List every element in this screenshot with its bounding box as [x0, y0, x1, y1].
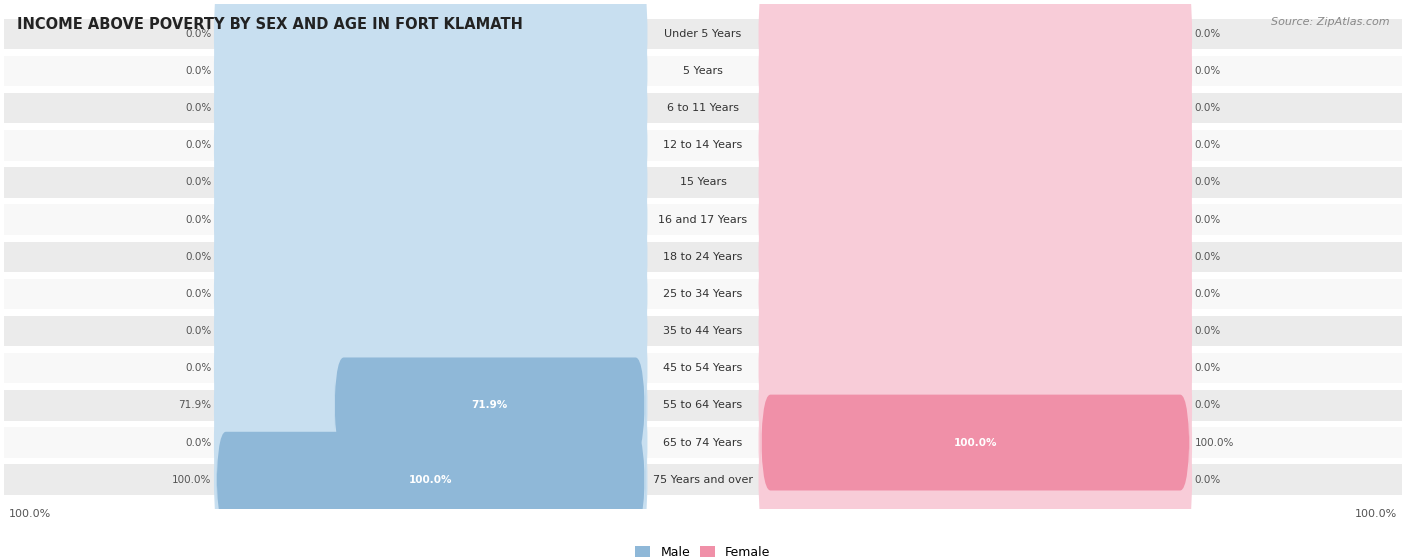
Bar — [4, 130, 1402, 160]
FancyBboxPatch shape — [214, 264, 648, 397]
FancyBboxPatch shape — [758, 190, 1192, 323]
FancyBboxPatch shape — [214, 79, 648, 212]
Text: 55 to 64 Years: 55 to 64 Years — [664, 400, 742, 410]
Text: Under 5 Years: Under 5 Years — [665, 29, 741, 39]
FancyBboxPatch shape — [758, 302, 1192, 435]
Text: 71.9%: 71.9% — [179, 400, 211, 410]
Bar — [4, 353, 1402, 383]
Text: 0.0%: 0.0% — [186, 289, 211, 299]
Text: 18 to 24 Years: 18 to 24 Years — [664, 252, 742, 262]
Text: 12 to 14 Years: 12 to 14 Years — [664, 140, 742, 150]
Text: 0.0%: 0.0% — [1195, 326, 1220, 336]
FancyBboxPatch shape — [758, 264, 1192, 397]
Text: 0.0%: 0.0% — [1195, 363, 1220, 373]
Text: 0.0%: 0.0% — [186, 252, 211, 262]
Text: 100.0%: 100.0% — [953, 438, 997, 448]
Text: 15 Years: 15 Years — [679, 178, 727, 187]
FancyBboxPatch shape — [758, 4, 1192, 138]
FancyBboxPatch shape — [758, 42, 1192, 175]
Bar — [4, 56, 1402, 86]
FancyBboxPatch shape — [214, 376, 648, 509]
Text: 0.0%: 0.0% — [186, 326, 211, 336]
Bar — [4, 427, 1402, 458]
FancyBboxPatch shape — [214, 0, 648, 101]
Text: 0.0%: 0.0% — [1195, 252, 1220, 262]
Text: 0.0%: 0.0% — [186, 66, 211, 76]
FancyBboxPatch shape — [214, 190, 648, 323]
Text: 0.0%: 0.0% — [186, 363, 211, 373]
Text: 0.0%: 0.0% — [1195, 215, 1220, 225]
FancyBboxPatch shape — [214, 42, 648, 175]
Bar — [4, 465, 1402, 495]
Text: 25 to 34 Years: 25 to 34 Years — [664, 289, 742, 299]
FancyBboxPatch shape — [214, 153, 648, 286]
Text: 6 to 11 Years: 6 to 11 Years — [666, 103, 740, 113]
Bar — [4, 279, 1402, 309]
Text: 0.0%: 0.0% — [186, 438, 211, 448]
Legend: Male, Female: Male, Female — [630, 541, 776, 559]
FancyBboxPatch shape — [214, 339, 648, 472]
FancyBboxPatch shape — [214, 116, 648, 249]
FancyBboxPatch shape — [214, 4, 648, 138]
Text: 16 and 17 Years: 16 and 17 Years — [658, 215, 748, 225]
FancyBboxPatch shape — [758, 413, 1192, 546]
FancyBboxPatch shape — [758, 79, 1192, 212]
Bar — [4, 205, 1402, 235]
Text: 0.0%: 0.0% — [1195, 29, 1220, 39]
Text: 0.0%: 0.0% — [1195, 140, 1220, 150]
Bar — [4, 18, 1402, 49]
Text: 0.0%: 0.0% — [1195, 178, 1220, 187]
Text: 45 to 54 Years: 45 to 54 Years — [664, 363, 742, 373]
Text: 100.0%: 100.0% — [409, 475, 453, 485]
Text: 0.0%: 0.0% — [186, 178, 211, 187]
FancyBboxPatch shape — [758, 228, 1192, 361]
Text: 0.0%: 0.0% — [186, 103, 211, 113]
Text: 5 Years: 5 Years — [683, 66, 723, 76]
Text: 75 Years and over: 75 Years and over — [652, 475, 754, 485]
FancyBboxPatch shape — [758, 339, 1192, 472]
Text: 0.0%: 0.0% — [1195, 475, 1220, 485]
FancyBboxPatch shape — [214, 302, 648, 435]
Text: 0.0%: 0.0% — [1195, 289, 1220, 299]
FancyBboxPatch shape — [761, 395, 1189, 490]
Text: 0.0%: 0.0% — [186, 29, 211, 39]
Text: 100.0%: 100.0% — [1355, 509, 1398, 519]
Text: 71.9%: 71.9% — [471, 400, 508, 410]
Bar — [4, 93, 1402, 124]
Text: 35 to 44 Years: 35 to 44 Years — [664, 326, 742, 336]
FancyBboxPatch shape — [758, 153, 1192, 286]
Bar — [4, 167, 1402, 198]
Bar — [4, 316, 1402, 347]
FancyBboxPatch shape — [758, 376, 1192, 509]
Bar — [4, 241, 1402, 272]
Text: 0.0%: 0.0% — [1195, 103, 1220, 113]
Text: 65 to 74 Years: 65 to 74 Years — [664, 438, 742, 448]
FancyBboxPatch shape — [758, 116, 1192, 249]
Bar — [4, 390, 1402, 420]
Text: Source: ZipAtlas.com: Source: ZipAtlas.com — [1271, 17, 1389, 27]
FancyBboxPatch shape — [214, 228, 648, 361]
FancyBboxPatch shape — [335, 358, 645, 453]
Text: 0.0%: 0.0% — [1195, 400, 1220, 410]
Text: 100.0%: 100.0% — [1195, 438, 1234, 448]
Text: 0.0%: 0.0% — [186, 140, 211, 150]
Text: 100.0%: 100.0% — [8, 509, 51, 519]
FancyBboxPatch shape — [214, 413, 648, 546]
FancyBboxPatch shape — [758, 0, 1192, 101]
FancyBboxPatch shape — [217, 432, 645, 528]
Text: 0.0%: 0.0% — [186, 215, 211, 225]
Text: 0.0%: 0.0% — [1195, 66, 1220, 76]
Text: 100.0%: 100.0% — [172, 475, 211, 485]
Text: INCOME ABOVE POVERTY BY SEX AND AGE IN FORT KLAMATH: INCOME ABOVE POVERTY BY SEX AND AGE IN F… — [17, 17, 523, 32]
